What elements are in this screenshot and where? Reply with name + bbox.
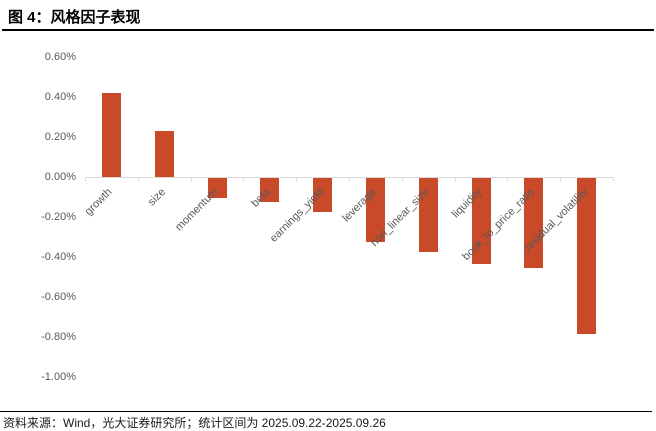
x-axis-tick (85, 177, 86, 181)
bar-beta (260, 178, 280, 202)
bar-growth (101, 93, 121, 177)
page-title: 图 4：风格因子表现 (8, 9, 141, 26)
x-axis-tick (560, 177, 562, 181)
x-axis-tick (507, 177, 509, 181)
x-axis-tick (243, 177, 245, 181)
bar-leverage (365, 178, 385, 242)
x-axis-tick (401, 177, 403, 181)
source-note: 资料来源：Wind，光大证券研究所；统计区间为 2025.09.22-2025.… (3, 416, 386, 430)
y-axis-tick-label: 0.20% (44, 131, 76, 143)
y-axis-tick-label: -0.80% (41, 331, 76, 343)
y-axis-tick-label: -0.40% (41, 251, 76, 263)
footer-divider (0, 411, 652, 412)
y-axis-tick-label: 0.60% (44, 51, 76, 63)
bar-non_linear_size (418, 178, 438, 252)
x-axis-tick (190, 177, 192, 181)
y-axis-tick-label: -1.00% (41, 371, 76, 383)
x-axis-tick (137, 177, 139, 181)
y-axis-tick-label: 0.00% (44, 171, 76, 183)
x-axis-label: size (145, 186, 168, 209)
bar-size (154, 131, 174, 177)
y-axis-tick-label: -0.20% (41, 211, 76, 223)
y-axis-tick-label: -0.60% (41, 291, 76, 303)
x-axis-label: momentum (173, 186, 221, 234)
bar-book_to_price_ratio (524, 178, 544, 268)
bar-earnings_yield (313, 178, 333, 212)
x-axis-tick (349, 177, 350, 181)
x-axis-tick (613, 177, 614, 181)
bar-liquidity (471, 178, 491, 264)
bar-residual_volatility (577, 178, 597, 334)
bar-momentum (207, 178, 227, 198)
x-axis-label: growth (83, 186, 115, 218)
title-divider (2, 29, 654, 31)
x-axis-tick (296, 177, 298, 181)
x-axis-tick (454, 177, 456, 181)
y-axis-tick-label: 0.40% (44, 91, 76, 103)
